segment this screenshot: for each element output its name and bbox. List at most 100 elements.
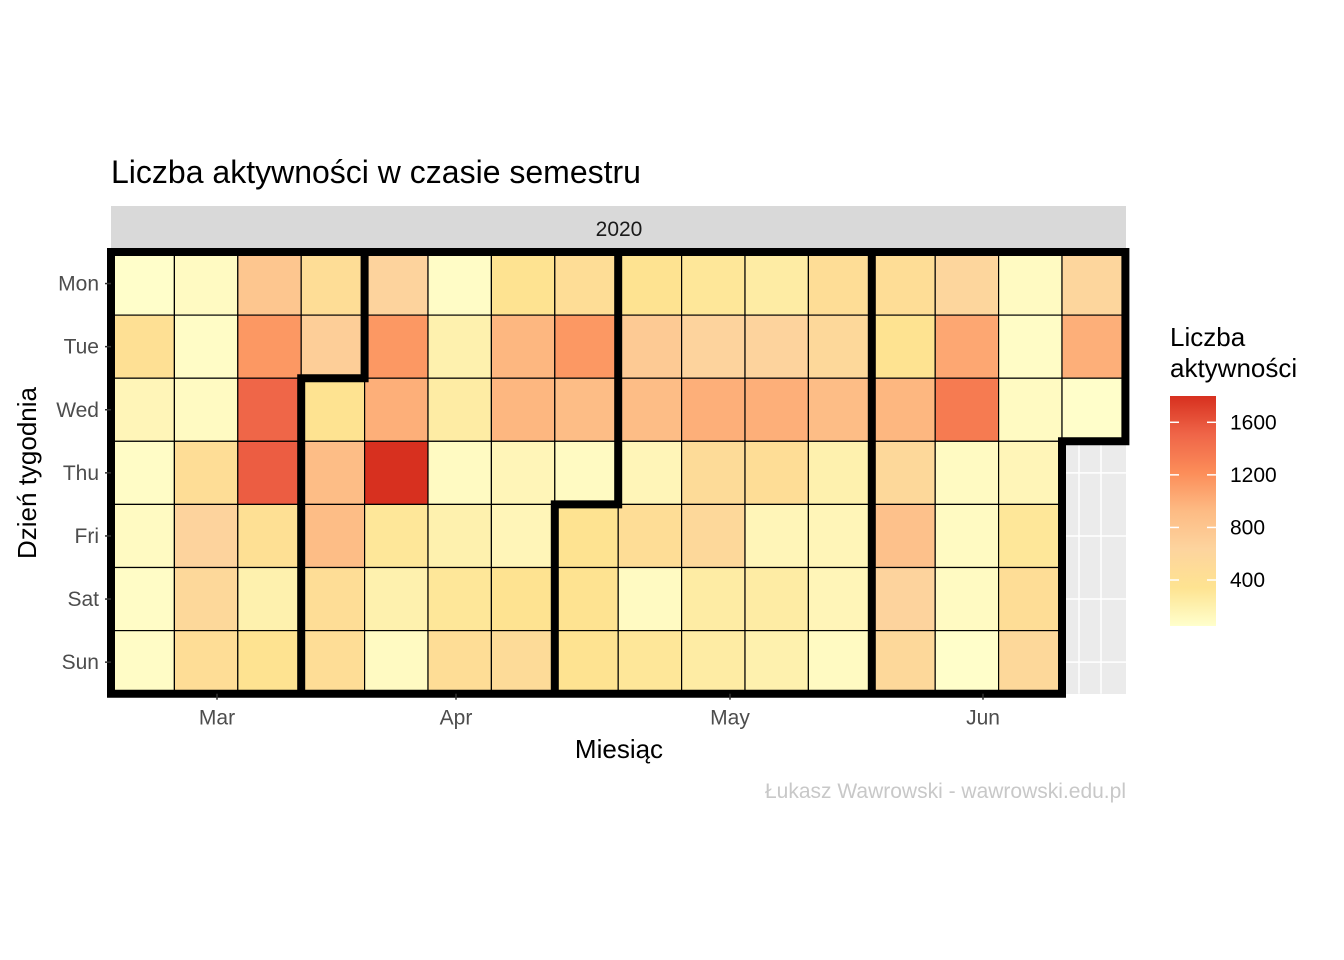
heatmap-cell [364,629,429,695]
heatmap-cell [364,503,429,569]
heatmap-cell [110,314,176,379]
heatmap-cell [997,566,1063,632]
heatmap-cell [807,251,873,316]
heatmap-cell [807,503,873,569]
heatmap-cell [680,440,746,505]
month-boundary-line [297,252,369,694]
heatmap-cell [173,566,239,632]
heatmap-cell [490,503,556,569]
heatmap-cell [490,377,556,442]
heatmap-cell [807,440,873,505]
legend-tick-label: 800 [1230,516,1265,539]
x-tick-label: Jun [966,707,1000,730]
heatmap-cell [934,503,1000,569]
y-tick-label: Sat [67,588,99,611]
legend-title-line2: aktywności [1170,353,1297,383]
heatmap-cell [300,314,366,379]
heatmap-cell [427,503,493,569]
y-tick-label: Wed [56,399,99,422]
heatmap-cell [744,629,810,695]
heatmap-cell [807,629,873,695]
heatmap-cell [934,566,1000,632]
heatmap-cell [1061,377,1127,442]
legend-tick-label: 1200 [1230,464,1277,487]
heatmap-cell [744,503,810,569]
facet-strip [111,206,1126,252]
heatmap-cell [617,629,683,695]
heatmap-cell [934,251,1000,316]
y-tick-label: Sun [62,651,99,674]
heatmap-cell [364,251,429,316]
heatmap-cell [871,629,936,695]
heatmap-cell [173,503,239,569]
heatmap-cell [680,629,746,695]
heatmap-cell [427,377,493,442]
heatmap-cell [680,566,746,632]
heatmap-cell [490,629,556,695]
heatmap-cell [934,314,1000,379]
legend-colorbar [1170,396,1216,626]
heatmap-cell [490,566,556,632]
heatmap-cell [237,251,302,316]
heatmap-cell [237,377,302,442]
heatmap-cell [744,440,810,505]
heatmap-cell [807,566,873,632]
legend-tick-label: 1600 [1230,411,1277,434]
heatmap-cell [997,629,1063,695]
heatmap-cell [554,440,619,505]
heatmap-cell [617,314,683,379]
heatmap-cell [617,503,683,569]
heatmap-cell [427,251,493,316]
heatmap-cell [237,629,302,695]
heatmap-cell [807,314,873,379]
legend-title-line1: Liczba [1170,322,1246,352]
heatmap-cell [554,503,619,569]
x-tick-label: Apr [440,707,473,730]
heatmap-cell [680,377,746,442]
y-tick-label: Mon [58,273,99,296]
heatmap-cell [617,377,683,442]
heatmap-cell [173,629,239,695]
color-legend: Liczba aktywności 400 800 1200 1600 [1170,322,1297,626]
y-tick-label: Thu [63,462,99,485]
heatmap-cell [554,251,619,316]
month-boundary-line [550,252,623,694]
heatmap-cell [110,251,176,316]
heatmap-cell [871,566,936,632]
heatmap-cell [427,566,493,632]
heatmap-cell [997,440,1063,505]
heatmap-cell [997,314,1063,379]
heatmap-cell [237,566,302,632]
heatmap-cell [300,377,366,442]
heatmap-cell [744,251,810,316]
heatmap-cell [934,377,1000,442]
y-axis-title: Dzień tygodnia [12,386,42,559]
heatmap-cell [997,251,1063,316]
heatmap-cell [110,503,176,569]
heatmap-cell [173,440,239,505]
heatmap-cell [300,503,366,569]
heatmap-cell [490,440,556,505]
x-tick-label: Mar [199,707,235,730]
heatmap-cell [554,377,619,442]
heatmap-cell [554,314,619,379]
chart-title: Liczba aktywności w czasie semestru [111,154,641,190]
y-tick-label: Fri [75,525,100,548]
heatmap-cell [680,503,746,569]
heatmap-cell [300,251,366,316]
heatmap-cell [110,377,176,442]
heatmap-cell [173,377,239,442]
legend-tick-label: 400 [1230,569,1265,592]
heatmap-cell [997,503,1063,569]
heatmap-cell [110,566,176,632]
heatmap-cell [237,440,302,505]
heatmap-cell [427,440,493,505]
heatmap-cell [934,629,1000,695]
heatmap-cell [1061,251,1127,316]
heatmap-cell [427,629,493,695]
heatmap-cell [871,251,936,316]
heatmap-cell [744,377,810,442]
heatmap-cell [364,377,429,442]
heatmap-cell [871,440,936,505]
